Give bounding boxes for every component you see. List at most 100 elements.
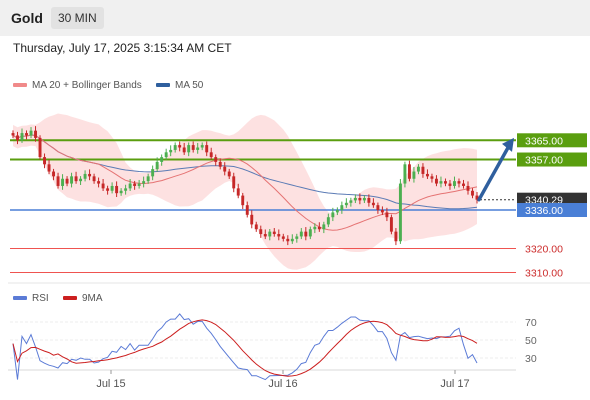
- candle-body: [385, 212, 389, 218]
- candle-body: [52, 171, 56, 177]
- header-bar: Gold 30 MIN: [0, 0, 590, 36]
- legend-rsi-ma-label: 9MA: [82, 293, 103, 304]
- candle-body: [128, 183, 132, 189]
- candle-body: [344, 202, 348, 206]
- ma50-swatch: [156, 83, 170, 88]
- candle-body: [398, 183, 402, 242]
- candle-body: [299, 231, 303, 237]
- candle-body: [331, 212, 335, 218]
- candle-body: [124, 188, 128, 191]
- candle-body: [462, 183, 465, 186]
- candle-body: [394, 231, 398, 242]
- candle-body: [101, 183, 105, 189]
- projection-arrowhead: [502, 137, 514, 152]
- candle-body: [308, 229, 312, 237]
- candle-body: [43, 157, 46, 165]
- candle-body: [214, 157, 218, 162]
- candle-body: [367, 197, 371, 203]
- candle-body: [173, 145, 177, 150]
- candle-body: [448, 183, 452, 186]
- candle-body: [259, 229, 263, 235]
- candle-body: [380, 210, 384, 213]
- candle-body: [160, 157, 164, 162]
- candle-body: [65, 178, 69, 184]
- candle-body: [412, 171, 416, 179]
- candle-body: [178, 145, 182, 148]
- candle-body: [137, 183, 141, 186]
- candle-body: [110, 185, 114, 191]
- candle-body: [376, 205, 380, 210]
- legend-rsi-ma: 9MA: [63, 293, 103, 304]
- candle-body: [227, 171, 231, 177]
- candle-body: [34, 130, 37, 138]
- legend-rsi: RSI: [13, 293, 49, 304]
- x-tick-label: Jul 16: [268, 378, 297, 390]
- price-tag-bg: [517, 152, 587, 167]
- candle-body: [263, 234, 267, 237]
- candle-body: [133, 183, 137, 186]
- bollinger-band: [13, 113, 477, 270]
- candle-body: [70, 176, 74, 184]
- candle-body: [295, 236, 299, 239]
- candle-body: [191, 145, 195, 150]
- candle-body: [466, 185, 470, 191]
- candle-body: [119, 190, 123, 194]
- candle-body: [313, 226, 317, 230]
- instrument-title: Gold: [11, 10, 43, 26]
- candle-body: [187, 145, 191, 153]
- candle-body: [453, 181, 456, 186]
- candle-body: [322, 224, 326, 230]
- candle-body: [47, 164, 51, 172]
- candle-body: [209, 152, 213, 158]
- candle-body: [38, 137, 42, 158]
- candle-body: [241, 195, 245, 206]
- candle-body: [425, 173, 429, 177]
- candle-body: [200, 145, 204, 148]
- candle-body: [115, 185, 119, 194]
- candle-body: [61, 178, 65, 186]
- rsi-tick-label: 70: [525, 317, 537, 329]
- legend-ma20-label: MA 20 + Bollinger Bands: [32, 80, 142, 91]
- legend-ma50: MA 50: [156, 80, 203, 91]
- candle-body: [340, 205, 344, 210]
- candle-body: [245, 205, 249, 215]
- candle-body: [142, 181, 146, 184]
- candle-body: [353, 197, 357, 201]
- candle-body: [371, 202, 375, 206]
- timestamp: Thursday, July 17, 2025 3:15:34 AM CET: [13, 41, 232, 55]
- timeframe-button[interactable]: 30 MIN: [51, 7, 104, 29]
- candle-body: [25, 133, 28, 136]
- legend-ma50-label: MA 50: [175, 80, 204, 91]
- rsi-line: [12, 313, 478, 381]
- candle-body: [83, 173, 87, 179]
- candle-body: [16, 135, 19, 141]
- candle-body: [20, 133, 24, 141]
- candle-body: [471, 190, 474, 196]
- price-tag-support: 3336.00: [525, 205, 563, 217]
- candle-body: [250, 214, 254, 225]
- candle-body: [223, 166, 227, 172]
- candle-body: [169, 149, 173, 153]
- legend-ma20: MA 20 + Bollinger Bands: [13, 80, 142, 91]
- price-tag-resistance: 3357.00: [525, 155, 563, 167]
- price-tag-bg: [517, 203, 587, 217]
- candle-body: [29, 130, 33, 136]
- candle-body: [236, 188, 240, 196]
- candle-body: [389, 217, 393, 232]
- price-tag-level: 3320.00: [525, 243, 563, 255]
- rsi-swatch: [13, 296, 27, 301]
- candle-body: [430, 176, 434, 179]
- candle-body: [74, 176, 78, 182]
- candle-body: [304, 231, 308, 237]
- price-tag-level: 3310.00: [525, 268, 563, 280]
- price-tag-resistance: 3365.00: [525, 135, 563, 147]
- candle-body: [416, 166, 420, 172]
- candle-body: [88, 173, 92, 177]
- candle-body: [182, 147, 186, 153]
- ma20-swatch: [13, 83, 27, 88]
- projection-arrow: [477, 144, 511, 202]
- candle-body: [457, 181, 461, 184]
- candle-body: [317, 226, 321, 230]
- candle-body: [444, 181, 447, 184]
